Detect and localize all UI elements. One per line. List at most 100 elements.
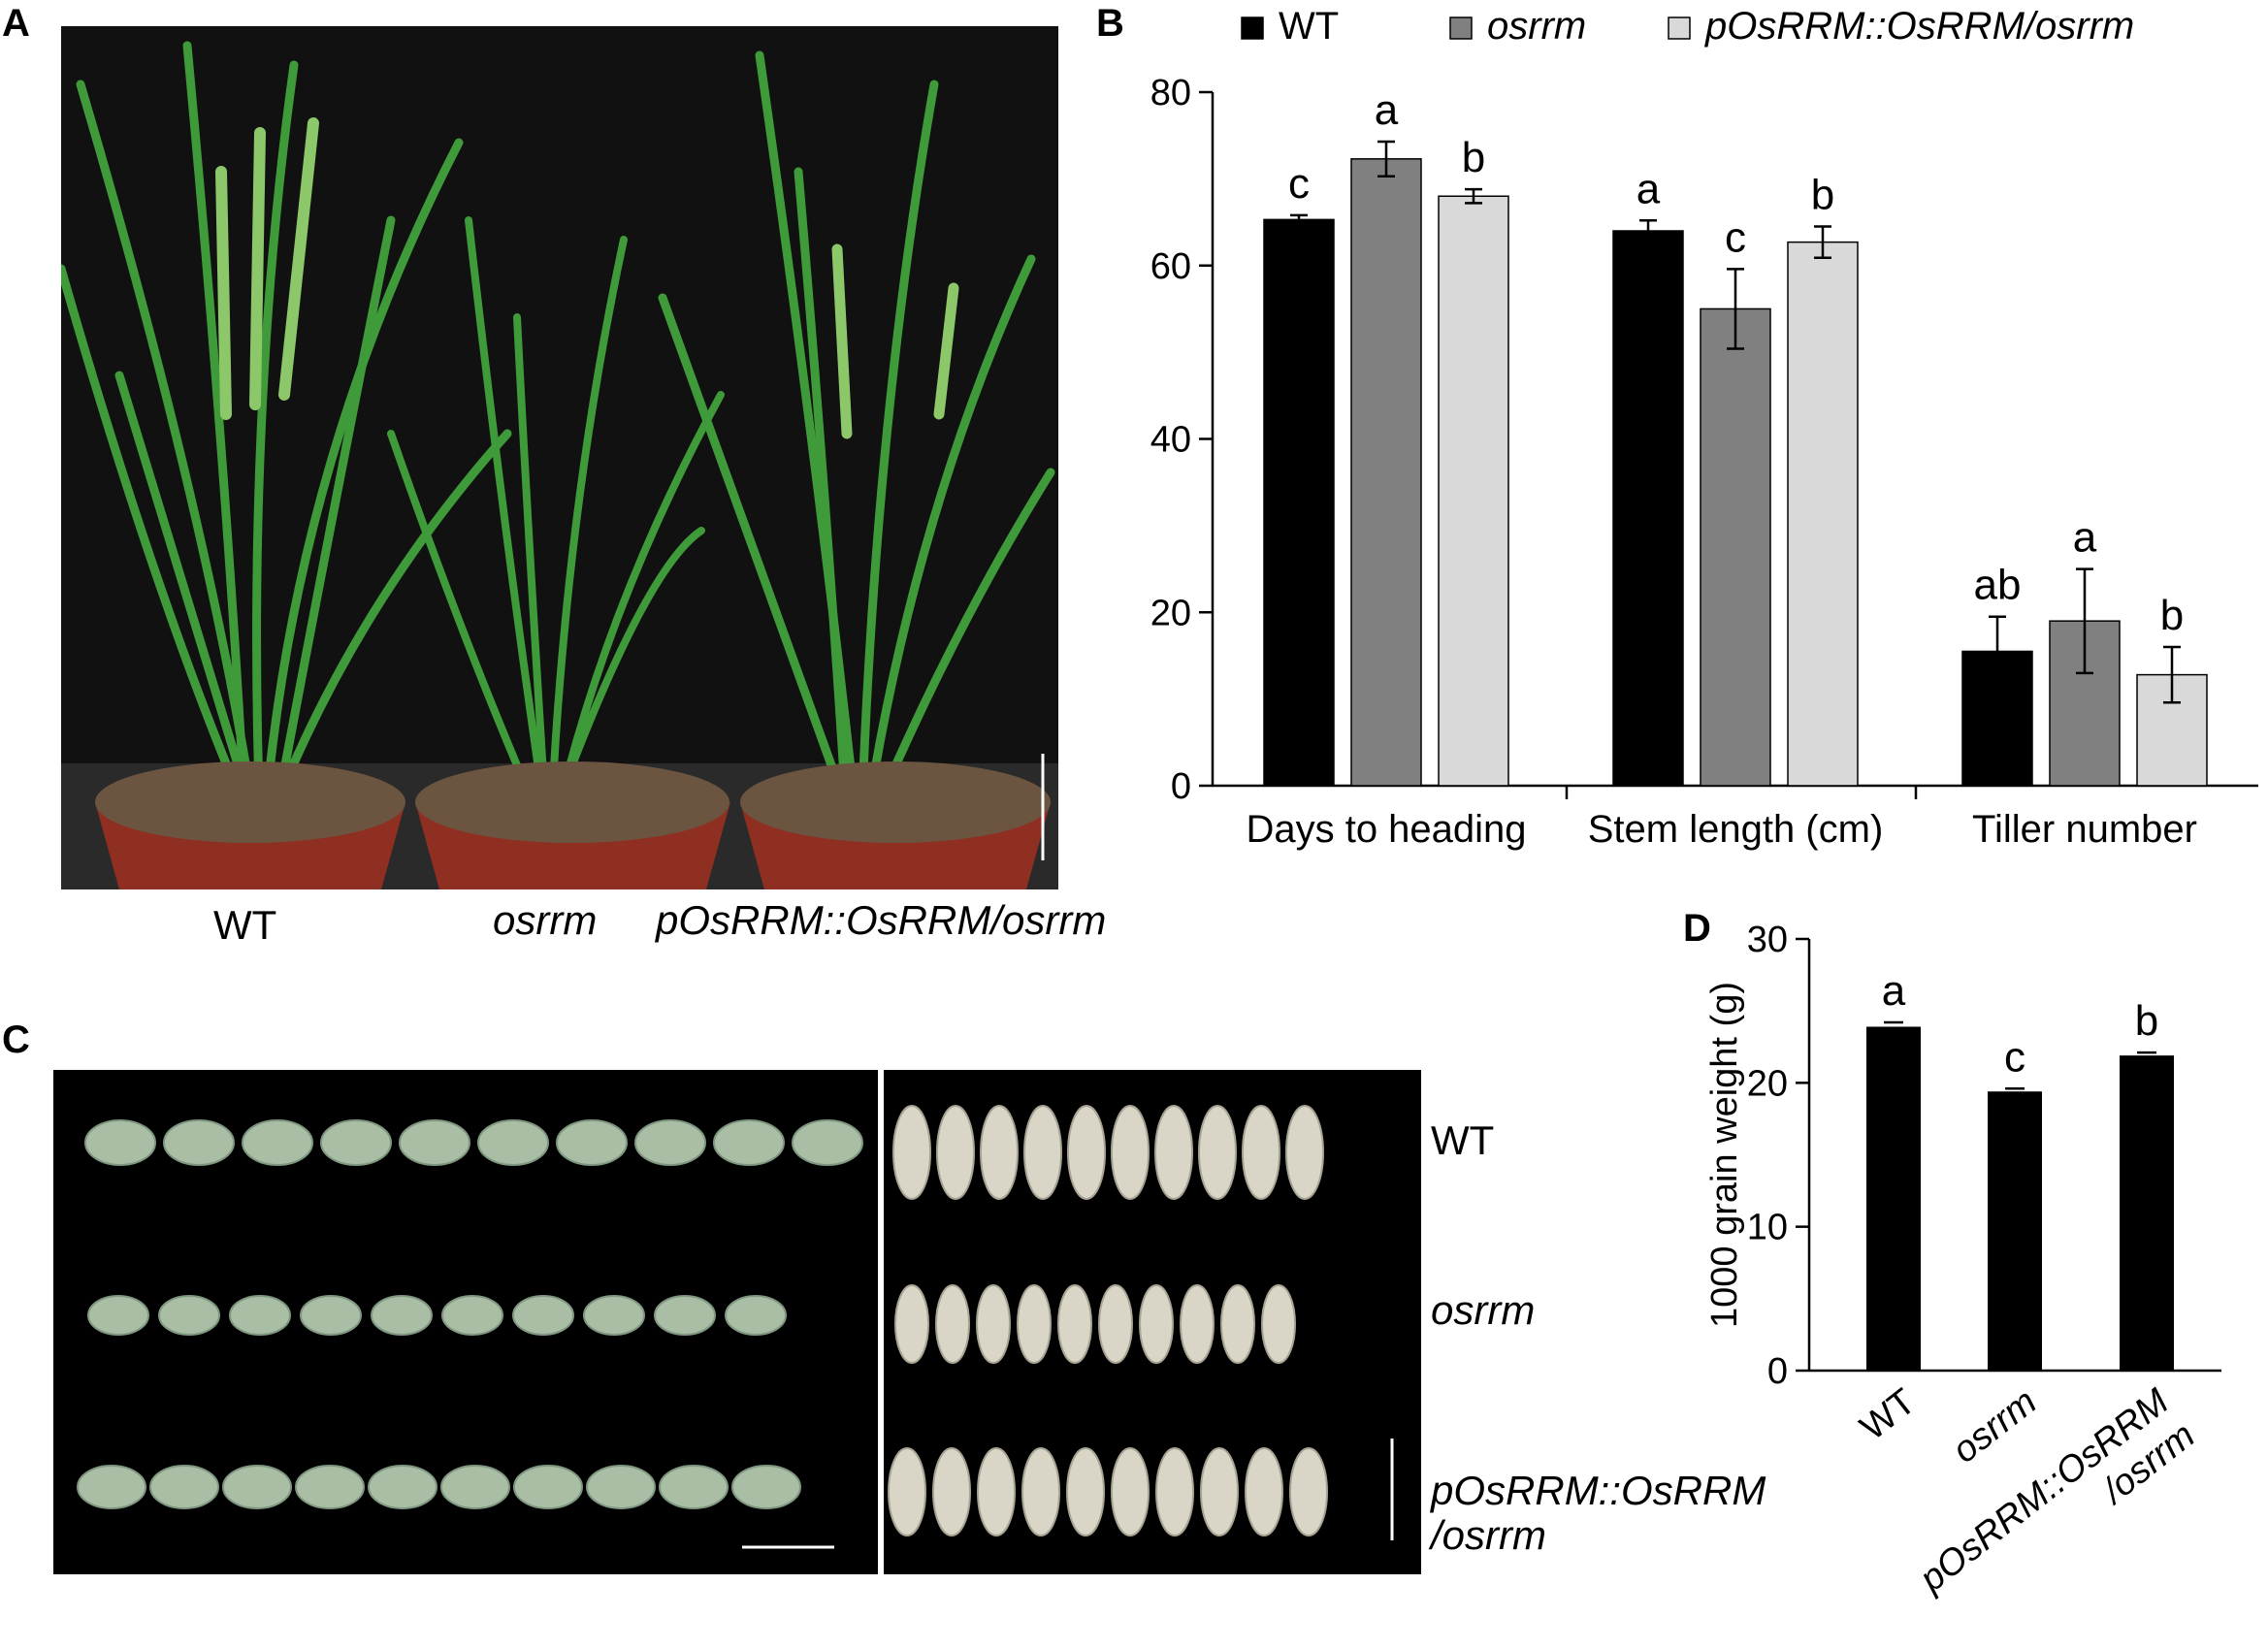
panel-c-label-complement-2: /osrrm xyxy=(1431,1512,1546,1558)
sig-letter: a xyxy=(1882,967,1906,1015)
wt-plant xyxy=(61,41,512,826)
brown-grain xyxy=(1261,1284,1296,1364)
brown-grain xyxy=(1198,1105,1237,1200)
sig-letter: b xyxy=(1811,172,1834,219)
husk-grains xyxy=(77,1119,863,1509)
y-tick-label: 0 xyxy=(1171,766,1191,807)
brown-grain xyxy=(1017,1284,1052,1364)
y-tick-label: 10 xyxy=(1747,1208,1788,1248)
brown-grain xyxy=(1285,1105,1324,1200)
x-category-label: pOsRRM::OsRRM/osrrm xyxy=(1912,1381,2203,1600)
y-tick-label: 60 xyxy=(1150,246,1191,287)
y-tick-label: 20 xyxy=(1747,1063,1788,1104)
sig-letter: b xyxy=(2135,997,2158,1045)
husk-grain xyxy=(441,1295,503,1336)
husk-grain xyxy=(163,1119,235,1166)
brown-grain xyxy=(1139,1284,1174,1364)
panel-a-label-osrrm: osrrm xyxy=(493,897,598,943)
brown-grains xyxy=(888,1105,1328,1536)
panel-a-letter: A xyxy=(2,2,30,45)
brown-grain xyxy=(932,1447,971,1536)
legend-label-1: osrrm xyxy=(1487,5,1586,48)
brown-grain xyxy=(1155,1447,1194,1536)
pots xyxy=(95,761,1051,889)
husk-grain xyxy=(368,1465,437,1509)
husk-grain xyxy=(149,1465,219,1509)
bar-b-0-2 xyxy=(1438,195,1509,787)
husk-grain xyxy=(229,1295,291,1336)
husk-grain xyxy=(399,1119,470,1166)
brown-grain xyxy=(1111,1447,1150,1536)
brown-grain xyxy=(888,1447,926,1536)
brown-grain xyxy=(1180,1284,1215,1364)
brown-grain xyxy=(1111,1105,1150,1200)
sig-letter: c xyxy=(2004,1033,2025,1081)
brown-grain xyxy=(976,1284,1011,1364)
sig-letter: c xyxy=(1725,213,1746,261)
sig-letter: ab xyxy=(1974,562,2022,609)
panel-c-label-complement-1: pOsRRM::OsRRM xyxy=(1431,1468,1766,1513)
y-tick-label: 20 xyxy=(1150,593,1191,633)
legend-label-2: pOsRRM::OsRRM/osrrm xyxy=(1704,5,2134,48)
husk-grain xyxy=(440,1465,510,1509)
x-category-label: Tiller number xyxy=(1972,808,2197,851)
husk-grain xyxy=(556,1119,628,1166)
sig-letter: a xyxy=(1636,165,1661,212)
brown-grain xyxy=(977,1447,1016,1536)
x-category-label: osrrm xyxy=(1945,1381,2044,1471)
husk-grain xyxy=(512,1295,574,1336)
panel-d-letter: D xyxy=(1683,907,1711,950)
brown-grain xyxy=(1057,1284,1092,1364)
brown-grain xyxy=(1067,1105,1106,1200)
wt-panicles xyxy=(215,117,319,420)
bar-b-1-0 xyxy=(1612,230,1684,787)
legend-swatch-2 xyxy=(1668,16,1691,40)
plant-photo xyxy=(61,26,1058,889)
husk-grain xyxy=(583,1295,645,1336)
husk-grain xyxy=(84,1119,156,1166)
bar-d-1 xyxy=(1988,1091,2042,1371)
husk-grain xyxy=(300,1295,362,1336)
husk-grain xyxy=(158,1295,220,1336)
x-category-label: Stem length (cm) xyxy=(1588,808,1884,851)
bar-b-0-1 xyxy=(1350,158,1422,787)
husk-grain xyxy=(242,1119,313,1166)
brown-grain xyxy=(1021,1447,1060,1536)
sig-letter: c xyxy=(1288,160,1310,208)
y-tick-label: 80 xyxy=(1150,73,1191,113)
brown-grain xyxy=(1242,1105,1280,1200)
brown-grain xyxy=(894,1284,929,1364)
panel-c-label-osrrm: osrrm xyxy=(1431,1287,1536,1333)
brown-grain xyxy=(936,1105,975,1200)
husk-grain xyxy=(586,1465,656,1509)
sig-letter: a xyxy=(2073,514,2097,562)
husk-grain xyxy=(77,1465,146,1509)
sig-letter: a xyxy=(1375,86,1399,134)
legend-swatch-0 xyxy=(1241,16,1264,40)
brown-grain xyxy=(1289,1447,1328,1536)
panel-a-label-complement: pOsRRM::OsRRM/osrrm xyxy=(656,897,1107,943)
panel-b-letter: B xyxy=(1096,2,1124,45)
y-axis-label: 1000 grain weight (g) xyxy=(1704,982,1745,1328)
bar-d-2 xyxy=(2120,1055,2174,1371)
brown-grain xyxy=(1154,1105,1193,1200)
sig-letter: b xyxy=(1462,134,1485,181)
x-category-label-line: osrrm xyxy=(1945,1381,2044,1471)
bar-b-1-1 xyxy=(1700,307,1771,787)
brown-grain xyxy=(1023,1105,1062,1200)
brown-grain xyxy=(935,1284,970,1364)
husk-grain xyxy=(320,1119,392,1166)
husk-grain xyxy=(222,1465,292,1509)
brown-grain xyxy=(892,1105,931,1200)
brown-grain xyxy=(980,1105,1019,1200)
brown-grain xyxy=(1098,1284,1133,1364)
brown-grain xyxy=(1245,1447,1283,1536)
legend-label-0: WT xyxy=(1279,5,1339,48)
grain-photo xyxy=(53,1070,1421,1574)
brown-grain xyxy=(1200,1447,1239,1536)
husk-grain xyxy=(513,1465,583,1509)
bar-d-0 xyxy=(1866,1026,1921,1371)
brown-grain xyxy=(1220,1284,1255,1364)
husk-grain xyxy=(792,1119,863,1166)
